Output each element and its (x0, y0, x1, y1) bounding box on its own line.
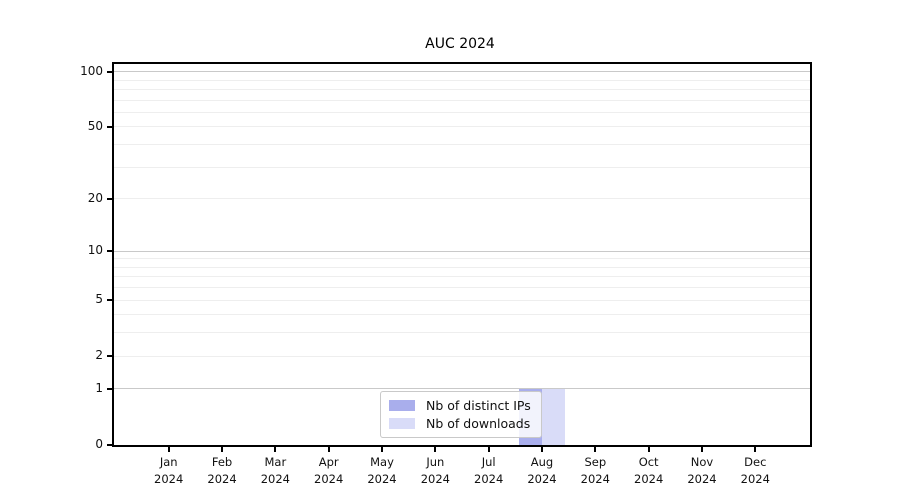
x-tick-year: 2024 (260, 471, 290, 486)
x-tick-mark (434, 447, 437, 452)
x-tick-label: Jan 2024 (137, 454, 201, 487)
x-tick-year: 2024 (580, 471, 610, 486)
x-tick-mark (540, 447, 543, 452)
y-tick-label: 100 (80, 63, 103, 78)
x-tick-label: Mar 2024 (243, 454, 307, 487)
x-tick-month: Jan (159, 455, 178, 469)
x-tick-mark (487, 447, 490, 452)
x-tick-year: 2024 (154, 471, 184, 486)
y-tick-mark (107, 125, 112, 128)
bar-downloads (541, 388, 565, 445)
y-tick-label: 5 (95, 292, 103, 307)
minor-gridline (114, 266, 810, 268)
legend-label-distinct-ips: Nb of distinct IPs (426, 398, 531, 413)
x-tick-year: 2024 (314, 471, 344, 486)
x-tick-label: Oct 2024 (617, 454, 681, 487)
x-tick-label: Nov 2024 (670, 454, 734, 487)
x-tick-month: Aug (530, 455, 554, 469)
legend-swatch-distinct-ips (389, 400, 415, 411)
y-tick-label: 10 (87, 243, 103, 257)
x-tick-month: Mar (264, 455, 287, 469)
x-tick-label: Feb 2024 (190, 454, 254, 487)
minor-gridline (114, 88, 810, 90)
x-tick-label: Jul 2024 (457, 454, 521, 487)
legend-label-downloads: Nb of downloads (426, 416, 531, 431)
x-tick-month: May (370, 455, 394, 469)
y-tick-label: 2 (95, 348, 103, 363)
plot-area: 0 1 2 5 10 20 50 100 Jan 2024 Feb 2024 Mar 2024 Apr 202… (80, 62, 812, 486)
minor-gridline (114, 355, 810, 357)
y-tick-label: 0 (95, 437, 103, 451)
x-tick-year: 2024 (740, 471, 770, 486)
legend-swatch-downloads (389, 418, 415, 429)
minor-gridline (114, 258, 810, 260)
y-tick-mark (107, 444, 112, 446)
x-tick-label: Sep 2024 (563, 454, 627, 487)
x-tick-month: Dec (744, 455, 767, 469)
y-tick-mark (107, 70, 112, 73)
x-tick-mark (327, 447, 330, 452)
x-tick-label: Dec 2024 (723, 454, 787, 487)
minor-gridline (114, 332, 810, 334)
legend-item-downloads: Nb of downloads (389, 416, 533, 431)
minor-gridline (114, 79, 810, 81)
y-tick-label: 1 (95, 380, 103, 395)
x-tick-month: Jun (426, 455, 445, 469)
chart-title: AUC 2024 (425, 36, 495, 52)
x-tick-label: Jun 2024 (403, 454, 467, 487)
minor-gridline (114, 111, 810, 113)
y-tick-mark (107, 197, 112, 200)
x-tick-mark (647, 447, 650, 452)
x-tick-label: May 2024 (350, 454, 414, 487)
x-tick-month: Oct (638, 455, 659, 469)
x-tick-month: Nov (690, 455, 714, 469)
y-tick-mark (107, 250, 112, 252)
x-tick-mark (274, 447, 277, 452)
x-tick-mark (221, 447, 224, 452)
legend: Nb of distinct IPs Nb of downloads (380, 391, 542, 438)
legend-item-distinct-ips: Nb of distinct IPs (389, 398, 533, 413)
y-tick-label: 50 (87, 118, 103, 133)
minor-gridline (114, 198, 810, 200)
x-tick-year: 2024 (420, 471, 450, 486)
minor-gridline (114, 144, 810, 146)
x-tick-month: Apr (318, 455, 339, 469)
y-tick-mark (107, 299, 112, 302)
x-tick-mark (700, 447, 703, 452)
x-tick-year: 2024 (527, 471, 557, 486)
y-tick-mark (107, 355, 112, 358)
x-tick-label: Aug 2024 (510, 454, 574, 487)
major-gridline (114, 71, 810, 73)
minor-gridline (114, 287, 810, 289)
x-tick-year: 2024 (474, 471, 504, 486)
minor-gridline (114, 99, 810, 101)
x-tick-month: Feb (211, 455, 233, 469)
x-tick-mark (594, 447, 597, 452)
x-tick-month: Jul (481, 455, 496, 469)
minor-gridline (114, 126, 810, 128)
minor-gridline (114, 166, 810, 168)
minor-gridline (114, 276, 810, 278)
y-tick-mark (107, 387, 112, 390)
x-tick-year: 2024 (367, 471, 397, 486)
x-tick-mark (167, 447, 170, 452)
x-tick-year: 2024 (634, 471, 664, 486)
x-tick-month: Sep (584, 455, 607, 469)
minor-gridline (114, 299, 810, 301)
minor-gridline (114, 314, 810, 316)
major-gridline (114, 388, 810, 390)
x-tick-label: Apr 2024 (297, 454, 361, 487)
x-tick-mark (754, 447, 757, 452)
x-tick-mark (381, 447, 383, 452)
x-tick-year: 2024 (687, 471, 717, 486)
x-tick-year: 2024 (207, 471, 237, 486)
y-tick-label: 20 (87, 190, 103, 205)
major-gridline (114, 250, 810, 252)
